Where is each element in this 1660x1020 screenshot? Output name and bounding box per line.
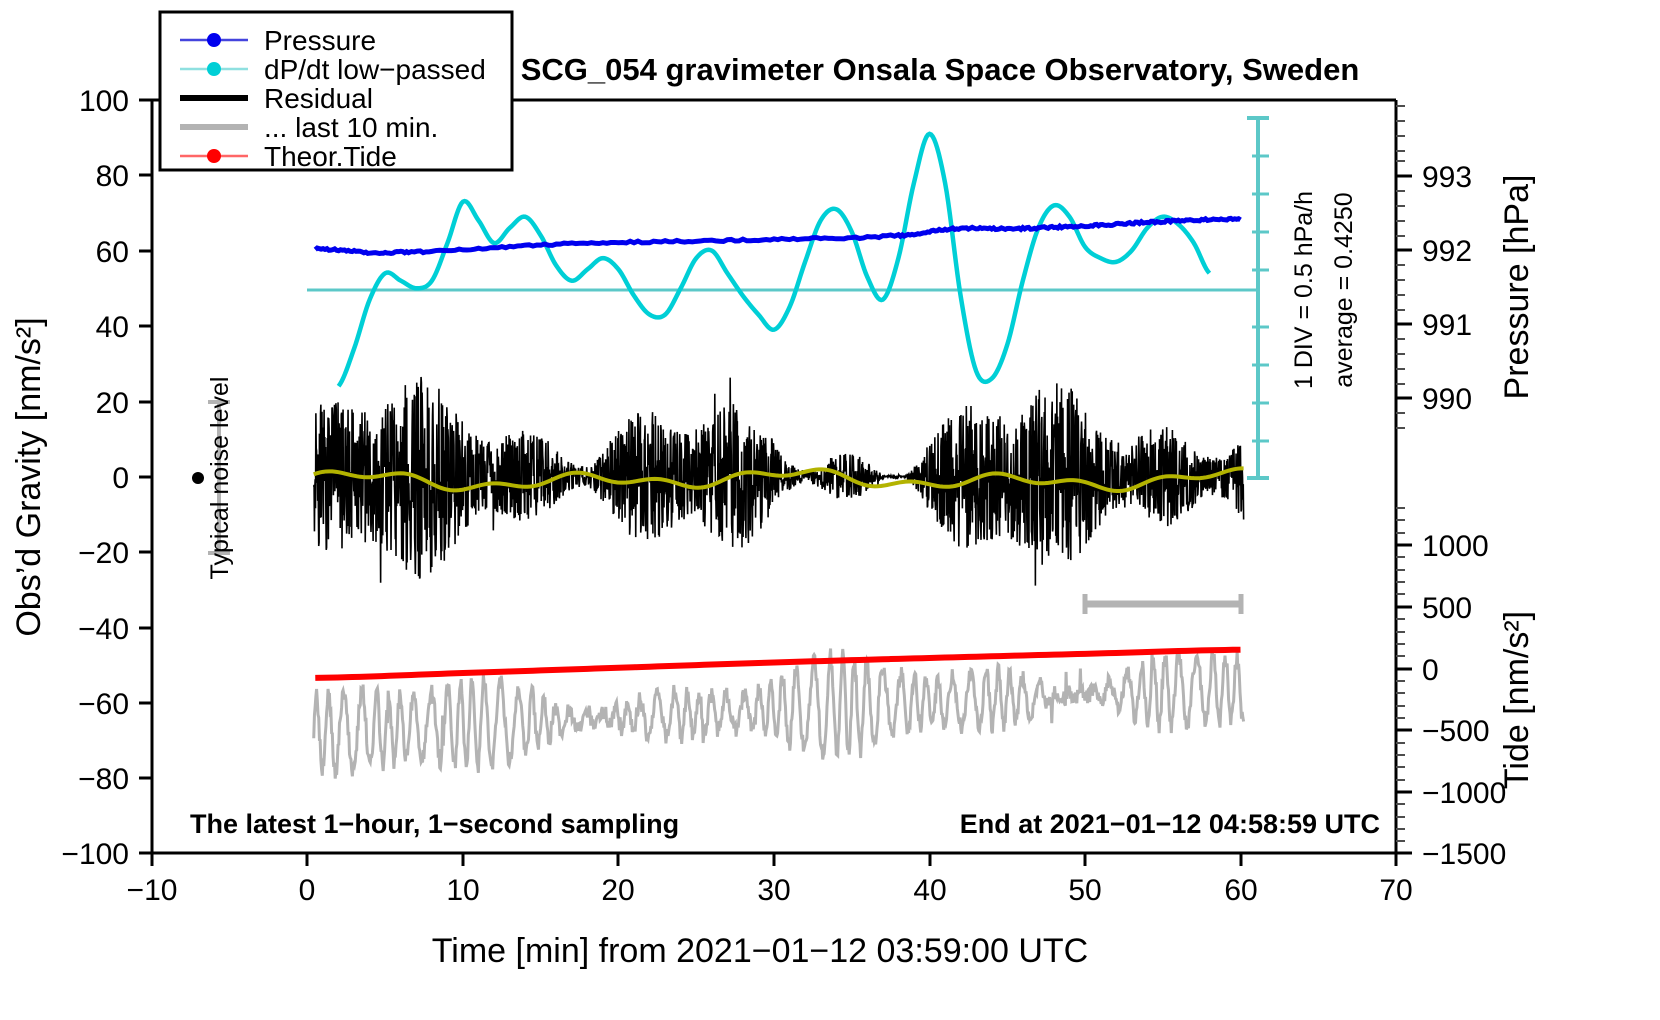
x-tick-label: 0 bbox=[299, 874, 316, 907]
x-tick-label: 50 bbox=[1068, 874, 1101, 907]
x-tick-label: 20 bbox=[601, 874, 634, 907]
typical-noise-marker bbox=[192, 400, 230, 555]
legend-label: Pressure bbox=[264, 25, 376, 56]
typical-noise-label: Typical noise level bbox=[206, 377, 234, 580]
y-left-ticks: 100 80 60 40 20 0 −20 −40 −60 −80 −100 bbox=[61, 85, 152, 871]
series-last-10-min bbox=[312, 648, 1246, 779]
legend-item-theor-tide[interactable]: Theor.Tide bbox=[180, 141, 397, 172]
legend-label: ... last 10 min. bbox=[264, 112, 438, 143]
y-left-tick-label: −80 bbox=[78, 763, 129, 796]
y-left-axis-title: Obs’d Gravity [nm/s²] bbox=[10, 317, 48, 636]
y-right-pressure-ticks: 993 992 991 990 bbox=[1396, 105, 1472, 429]
annotation-bottom-left: The latest 1−hour, 1−second sampling bbox=[190, 809, 679, 839]
legend-item-last-10-min[interactable]: ... last 10 min. bbox=[180, 112, 438, 143]
series-dpdt bbox=[336, 131, 1212, 388]
y-left-tick-label: −40 bbox=[78, 613, 129, 646]
y-left-tick-label: 80 bbox=[96, 160, 129, 193]
y-right-tide-tick-label: 1000 bbox=[1422, 530, 1489, 563]
y-left-tick-label: 40 bbox=[96, 311, 129, 344]
last-10-min-bar bbox=[1082, 594, 1244, 614]
y-right-tide-tick-label: −500 bbox=[1422, 715, 1490, 748]
y-left-tick-label: −60 bbox=[78, 688, 129, 721]
page-title: SCG_054 gravimeter Onsala Space Observat… bbox=[521, 52, 1360, 87]
x-axis-title: Time [min] from 2021−01−12 03:59:00 UTC bbox=[432, 932, 1088, 970]
x-tick-label: 10 bbox=[446, 874, 479, 907]
dpdt-div-label: 1 DIV = 0.5 hPa/h bbox=[1290, 191, 1318, 389]
legend: Pressure dP/dt low−passed Residual ... l… bbox=[158, 10, 514, 172]
series-residual bbox=[312, 376, 1245, 586]
y-right-tide-ticks: 1000 500 0 −500 −1000 −1500 bbox=[1396, 507, 1506, 871]
y-left-tick-label: 20 bbox=[96, 387, 129, 420]
y-left-tick-label: −100 bbox=[61, 838, 129, 871]
dpdt-scale-group bbox=[307, 116, 1269, 480]
y-left-tick-label: −20 bbox=[78, 537, 129, 570]
legend-item-dpdt[interactable]: dP/dt low−passed bbox=[180, 54, 486, 85]
y-right-pressure-tick-label: 993 bbox=[1422, 161, 1472, 194]
legend-label: Theor.Tide bbox=[264, 141, 397, 172]
legend-label: Residual bbox=[264, 83, 373, 114]
y-right-tide-axis-title: Tide [nm/s²] bbox=[1498, 611, 1536, 789]
y-right-pressure-tick-label: 992 bbox=[1422, 235, 1472, 268]
y-right-tide-tick-label: −1000 bbox=[1422, 777, 1506, 810]
x-tick-label: 40 bbox=[913, 874, 946, 907]
annotation-bottom-right: End at 2021−01−12 04:58:59 UTC bbox=[960, 809, 1380, 839]
legend-label: dP/dt low−passed bbox=[264, 54, 486, 85]
y-right-tide-tick-label: 0 bbox=[1422, 654, 1439, 687]
y-left-tick-label: 100 bbox=[79, 85, 129, 118]
dpdt-average-label: average = 0.4250 bbox=[1330, 192, 1358, 387]
y-right-pressure-tick-label: 990 bbox=[1422, 383, 1472, 416]
y-left-tick-label: 60 bbox=[96, 236, 129, 269]
x-axis-ticks: −10 0 10 20 30 40 50 60 70 bbox=[127, 853, 1413, 907]
y-left-tick-label: 0 bbox=[112, 462, 129, 495]
x-tick-label: 30 bbox=[757, 874, 790, 907]
x-tick-label: 60 bbox=[1224, 874, 1257, 907]
x-tick-label: −10 bbox=[127, 874, 178, 907]
legend-item-pressure[interactable]: Pressure bbox=[180, 25, 376, 56]
series-residual-smoothed bbox=[313, 466, 1244, 494]
y-right-tide-tick-label: 500 bbox=[1422, 592, 1472, 625]
y-right-pressure-axis-title: Pressure [hPa] bbox=[1498, 175, 1536, 400]
x-tick-label: 70 bbox=[1379, 874, 1412, 907]
series-theor-tide bbox=[315, 646, 1241, 681]
series-pressure bbox=[313, 215, 1242, 257]
y-right-tide-tick-label: −1500 bbox=[1422, 838, 1506, 871]
legend-item-residual[interactable]: Residual bbox=[180, 83, 373, 114]
y-right-pressure-tick-label: 991 bbox=[1422, 309, 1472, 342]
